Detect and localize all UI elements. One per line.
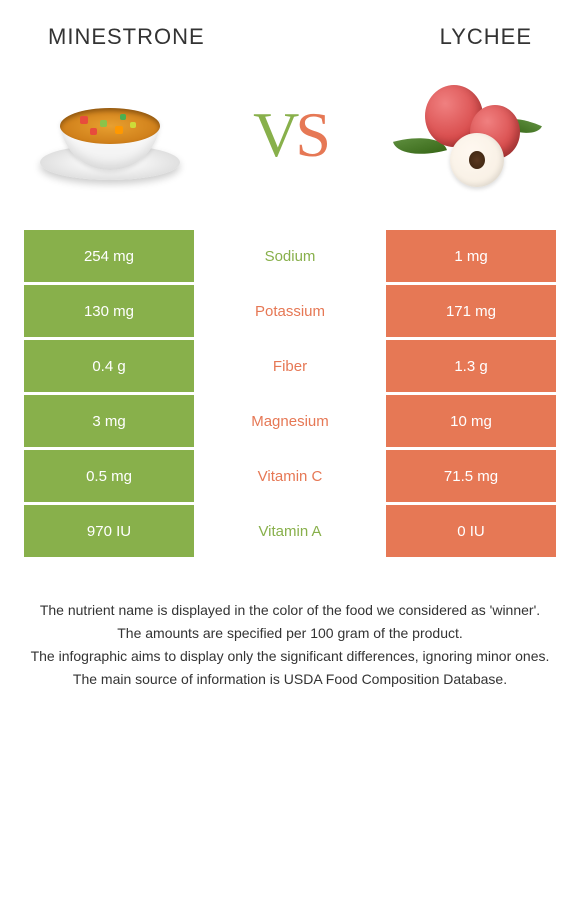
table-row: 130 mgPotassium171 mg xyxy=(24,285,556,337)
cell-right-value: 171 mg xyxy=(386,285,556,337)
footer-line: The amounts are specified per 100 gram o… xyxy=(20,623,560,644)
vs-label: VS xyxy=(253,98,327,172)
footer-notes: The nutrient name is displayed in the co… xyxy=(0,560,580,690)
cell-nutrient-name: Magnesium xyxy=(194,395,386,447)
cell-nutrient-name: Vitamin C xyxy=(194,450,386,502)
food-image-right xyxy=(390,70,550,200)
table-row: 0.4 gFiber1.3 g xyxy=(24,340,556,392)
cell-left-value: 3 mg xyxy=(24,395,194,447)
footer-line: The nutrient name is displayed in the co… xyxy=(20,600,560,621)
cell-right-value: 0 IU xyxy=(386,505,556,557)
lychee-icon xyxy=(395,75,545,195)
cell-right-value: 10 mg xyxy=(386,395,556,447)
vs-v: V xyxy=(253,99,295,170)
image-row: VS xyxy=(0,50,580,230)
header: MINESTRONE LYCHEE xyxy=(0,0,580,50)
cell-right-value: 1.3 g xyxy=(386,340,556,392)
cell-left-value: 0.5 mg xyxy=(24,450,194,502)
cell-nutrient-name: Vitamin A xyxy=(194,505,386,557)
title-left: MINESTRONE xyxy=(48,24,205,50)
soup-icon xyxy=(40,90,180,180)
cell-left-value: 130 mg xyxy=(24,285,194,337)
food-image-left xyxy=(30,70,190,200)
vs-s: S xyxy=(295,99,327,170)
cell-nutrient-name: Fiber xyxy=(194,340,386,392)
footer-line: The infographic aims to display only the… xyxy=(20,646,560,667)
cell-nutrient-name: Sodium xyxy=(194,230,386,282)
footer-line: The main source of information is USDA F… xyxy=(20,669,560,690)
table-row: 970 IUVitamin A0 IU xyxy=(24,505,556,557)
cell-left-value: 254 mg xyxy=(24,230,194,282)
cell-nutrient-name: Potassium xyxy=(194,285,386,337)
title-right: LYCHEE xyxy=(440,24,532,50)
cell-right-value: 71.5 mg xyxy=(386,450,556,502)
cell-right-value: 1 mg xyxy=(386,230,556,282)
table-row: 0.5 mgVitamin C71.5 mg xyxy=(24,450,556,502)
cell-left-value: 0.4 g xyxy=(24,340,194,392)
table-row: 3 mgMagnesium10 mg xyxy=(24,395,556,447)
nutrient-table: 254 mgSodium1 mg130 mgPotassium171 mg0.4… xyxy=(0,230,580,557)
cell-left-value: 970 IU xyxy=(24,505,194,557)
table-row: 254 mgSodium1 mg xyxy=(24,230,556,282)
